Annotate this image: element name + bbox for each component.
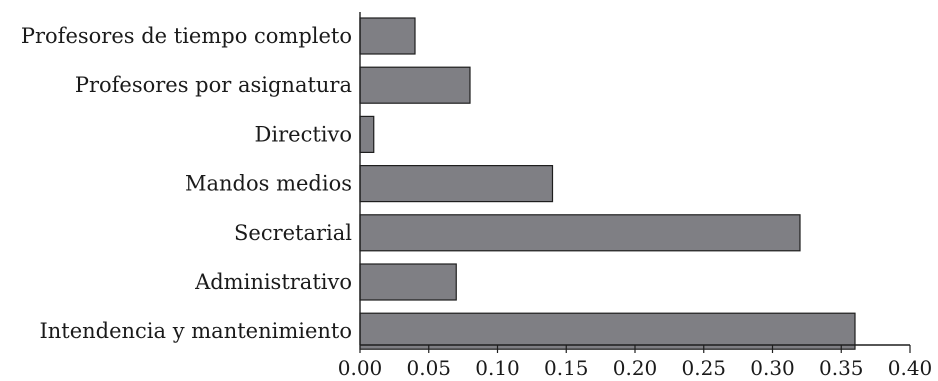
x-tick-label: 0.20 <box>613 356 658 380</box>
category-label: Secretarial <box>234 221 352 245</box>
bar <box>359 214 801 252</box>
x-tick-label: 0.25 <box>681 356 726 380</box>
category-label: Mandos medios <box>185 172 352 196</box>
x-tick-label: 0.10 <box>475 356 520 380</box>
bar <box>359 263 457 301</box>
bars-layer <box>359 17 856 350</box>
category-label: Administrativo <box>194 270 352 294</box>
bar <box>359 165 554 203</box>
category-label: Profesores por asignatura <box>75 73 352 97</box>
bar <box>359 66 471 104</box>
x-tick-label: 0.40 <box>888 356 933 380</box>
category-labels: Profesores de tiempo completo Profesores … <box>21 24 352 343</box>
bar <box>359 17 416 55</box>
category-label: Intendencia y mantenimiento <box>39 319 352 343</box>
bar <box>359 115 375 154</box>
x-tick-label: 0.05 <box>406 356 451 380</box>
x-tick-label: 0.00 <box>338 356 383 380</box>
category-label: Directivo <box>255 122 352 146</box>
x-tick-label: 0.35 <box>819 356 864 380</box>
x-tick-label: 0.30 <box>750 356 795 380</box>
x-axis-ticks: 0.00 0.05 0.10 0.15 0.20 0.25 0.30 0.35 0.40 <box>338 345 933 380</box>
x-tick-label: 0.15 <box>544 356 589 380</box>
category-label: Profesores de tiempo completo <box>21 24 352 48</box>
bar <box>359 312 856 350</box>
